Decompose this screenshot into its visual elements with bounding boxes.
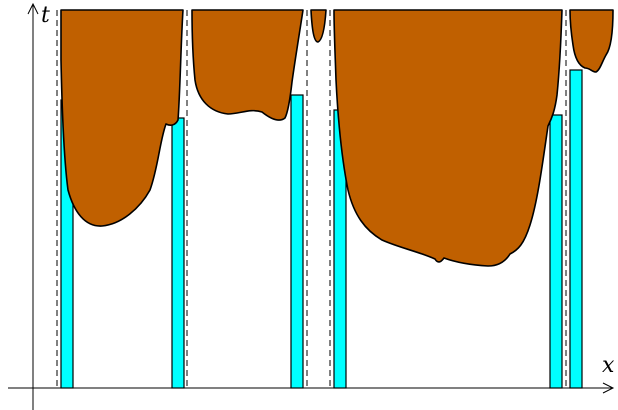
brown-region bbox=[191, 9, 304, 121]
brown-region bbox=[310, 9, 327, 43]
axes bbox=[8, 2, 615, 410]
dashed-lines bbox=[56, 10, 567, 388]
x-axis-arrowhead bbox=[602, 382, 615, 394]
brown-regions bbox=[60, 9, 614, 267]
t-axis-label: t bbox=[41, 3, 50, 28]
brown-region bbox=[333, 9, 563, 267]
cyan-strips bbox=[60, 69, 583, 389]
t-axis-arrowhead bbox=[27, 2, 39, 15]
cyan-strip bbox=[290, 94, 304, 389]
brown-region bbox=[569, 9, 614, 73]
cyan-strip bbox=[569, 69, 583, 389]
x-axis-label: x bbox=[602, 353, 615, 378]
cyan-strip bbox=[171, 117, 185, 389]
cyan-strip bbox=[549, 114, 563, 389]
brown-region bbox=[60, 9, 184, 227]
